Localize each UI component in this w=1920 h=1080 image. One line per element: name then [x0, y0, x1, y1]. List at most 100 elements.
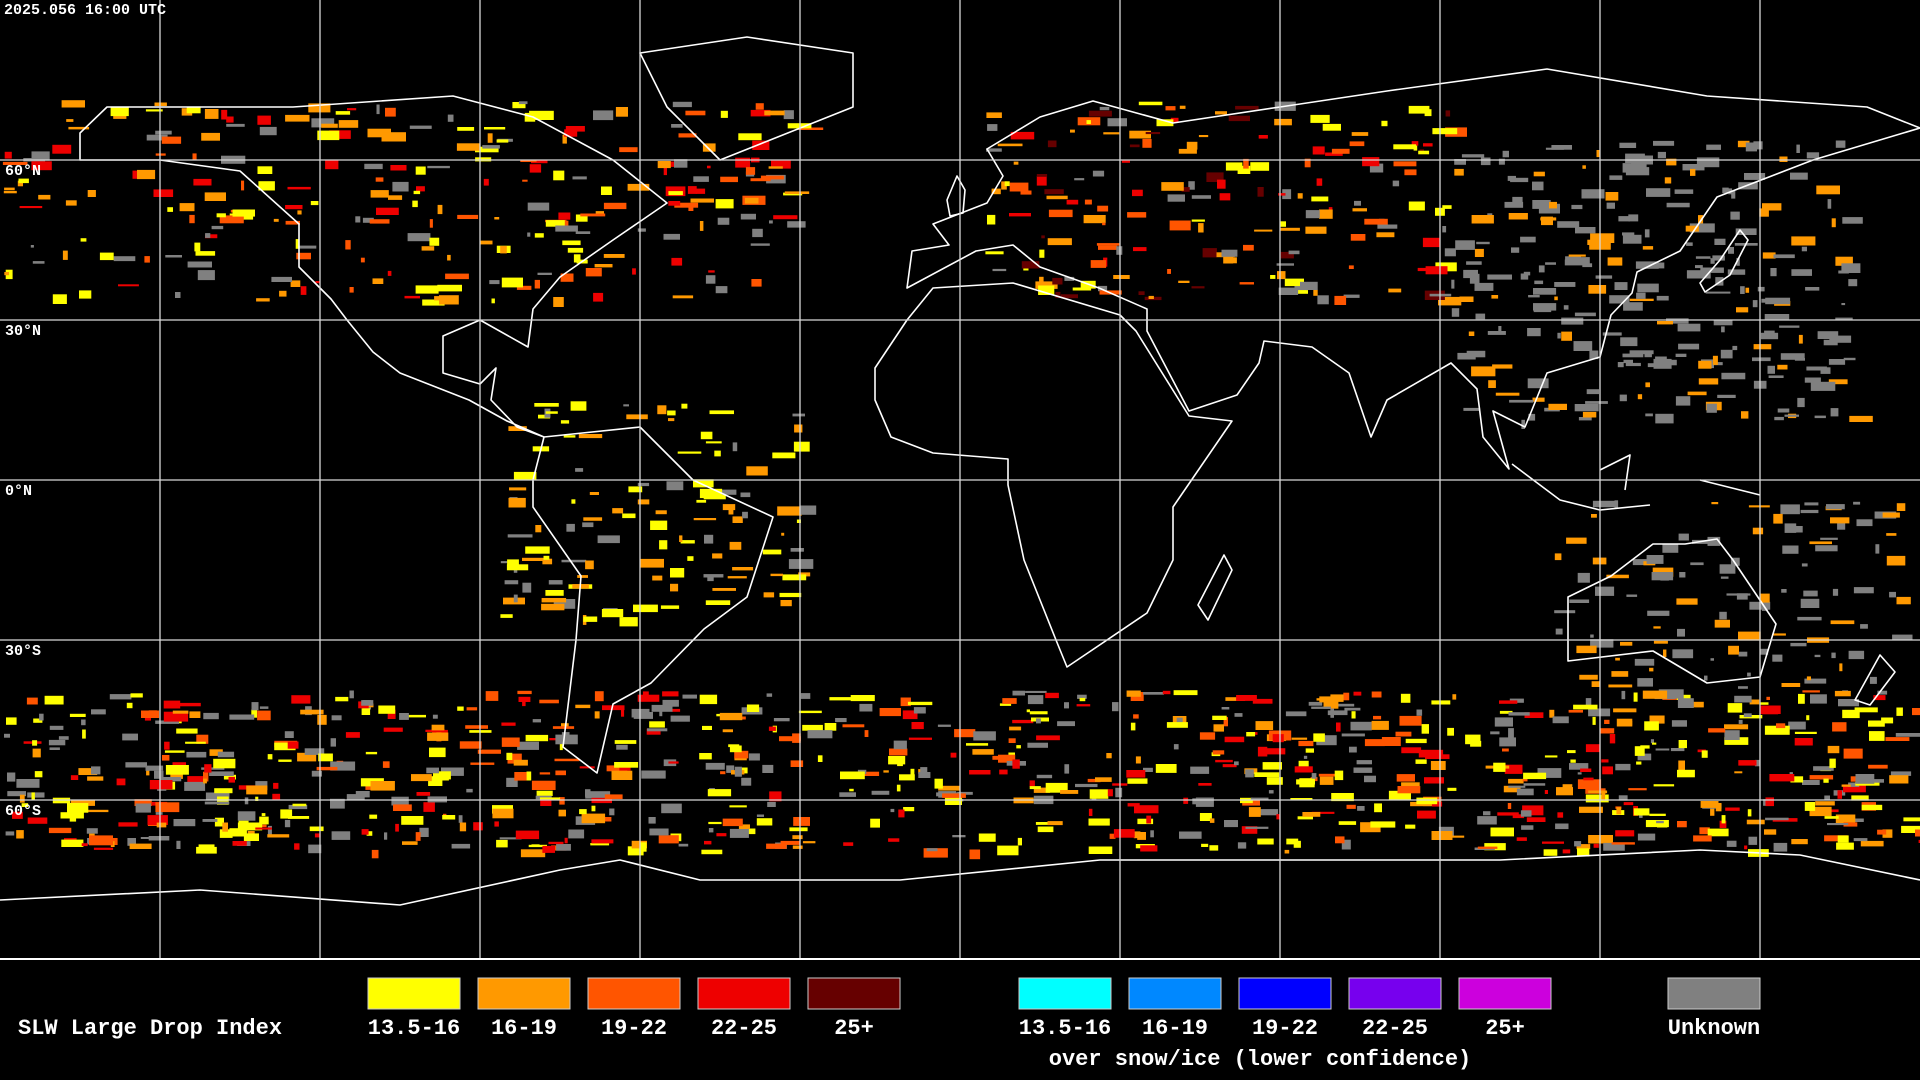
cloud-pixel [1848, 782, 1860, 787]
cloud-pixel [1143, 767, 1153, 772]
cloud-pixel [768, 726, 776, 731]
cloud-pixel [1416, 797, 1438, 805]
cloud-pixel [185, 741, 206, 744]
cloud-pixel [553, 599, 576, 609]
cloud-pixel [271, 276, 292, 282]
cloud-layer [2, 100, 1920, 860]
cloud-pixel [991, 188, 1001, 195]
cloud-pixel [1754, 759, 1761, 767]
cloud-pixel [145, 765, 164, 771]
cloud-pixel [118, 284, 139, 287]
cloud-pixel [1842, 784, 1866, 793]
cloud-pixel [1454, 168, 1464, 176]
cloud-pixel [1035, 281, 1058, 289]
cloud-pixel [1721, 326, 1725, 333]
cloud-pixel [484, 127, 506, 130]
cloud-pixel [49, 747, 60, 750]
cloud-pixel [563, 220, 569, 229]
cloud-pixel [1625, 167, 1650, 176]
cloud-pixel [1349, 141, 1365, 147]
cloud-pixel [441, 767, 464, 776]
cloud-pixel [298, 245, 317, 249]
cloud-pixel [1392, 180, 1400, 187]
cloud-pixel [1103, 132, 1120, 135]
cloud-pixel [427, 732, 449, 741]
cloud-pixel [1720, 576, 1729, 579]
cloud-pixel [1619, 394, 1627, 402]
cloud-pixel [508, 497, 526, 508]
legend-title: SLW Large Drop Index [18, 1016, 282, 1041]
cloud-pixel [545, 411, 558, 414]
cloud-pixel [1115, 787, 1123, 798]
cloud-pixel [992, 755, 1007, 760]
cloud-pixel [663, 166, 667, 176]
cloud-pixel [555, 770, 566, 776]
cloud-pixel [1239, 282, 1254, 285]
cloud-pixel [164, 741, 170, 750]
cloud-pixel [850, 695, 875, 702]
legend-swatch [1348, 977, 1442, 1010]
cloud-pixel [1408, 201, 1425, 211]
cloud-pixel [920, 767, 928, 774]
cloud-pixel [369, 814, 378, 819]
cloud-pixel [732, 567, 754, 571]
cloud-pixel [1013, 161, 1019, 165]
cloud-pixel [413, 190, 421, 195]
cloud-pixel [648, 817, 656, 824]
cloud-pixel [1809, 541, 1832, 545]
cloud-pixel [1499, 710, 1513, 714]
cloud-pixel [1364, 739, 1385, 747]
cloud-pixel [661, 803, 682, 814]
cloud-pixel [1734, 771, 1743, 774]
cloud-pixel [1562, 784, 1573, 789]
cloud-pixel [1896, 707, 1903, 716]
cloud-pixel [1353, 767, 1373, 773]
cloud-pixel [1077, 694, 1087, 699]
cloud-pixel [687, 556, 694, 561]
cloud-pixel [699, 488, 723, 499]
cloud-pixel [525, 546, 550, 554]
cloud-pixel [1234, 761, 1239, 766]
cloud-pixel [1255, 809, 1279, 816]
cloud-pixel [839, 792, 856, 797]
cloud-pixel [1577, 779, 1602, 789]
legend-label: 16-19 [1142, 1016, 1208, 1041]
cloud-pixel [146, 768, 150, 776]
cloud-pixel [966, 743, 989, 746]
cloud-pixel [538, 414, 551, 419]
cloud-pixel [702, 143, 716, 152]
cloud-pixel [1608, 684, 1633, 688]
cloud-pixel [1830, 517, 1850, 524]
cloud-pixel [325, 159, 339, 170]
cloud-pixel [1666, 318, 1689, 324]
cloud-pixel [1664, 177, 1672, 184]
cloud-pixel [1083, 215, 1106, 224]
cloud-pixel [709, 763, 713, 770]
cloud-pixel [1796, 144, 1800, 153]
cloud-pixel [258, 181, 275, 191]
cloud-pixel [539, 772, 551, 775]
cloud-pixel [1107, 789, 1113, 797]
cloud-pixel [1724, 724, 1749, 730]
cloud-pixel [1178, 280, 1190, 283]
cloud-pixel [87, 190, 96, 197]
cloud-pixel [1644, 229, 1650, 238]
cloud-pixel [1886, 555, 1906, 566]
cloud-pixel [671, 124, 683, 128]
cloud-pixel [506, 752, 513, 760]
cloud-pixel [1070, 129, 1075, 133]
cloud-pixel [637, 499, 650, 505]
cloud-pixel [555, 734, 578, 745]
cloud-pixel [552, 726, 575, 729]
cloud-pixel [657, 405, 667, 415]
cloud-pixel [672, 101, 692, 108]
cloud-pixel [581, 813, 606, 824]
cloud-pixel [539, 699, 559, 704]
cloud-pixel [159, 777, 182, 782]
cloud-pixel [496, 139, 509, 143]
cloud-pixel [221, 109, 228, 120]
cloud-pixel [782, 574, 807, 581]
cloud-pixel [668, 761, 679, 764]
cloud-pixel [1344, 707, 1361, 711]
cloud-pixel [1507, 175, 1516, 181]
